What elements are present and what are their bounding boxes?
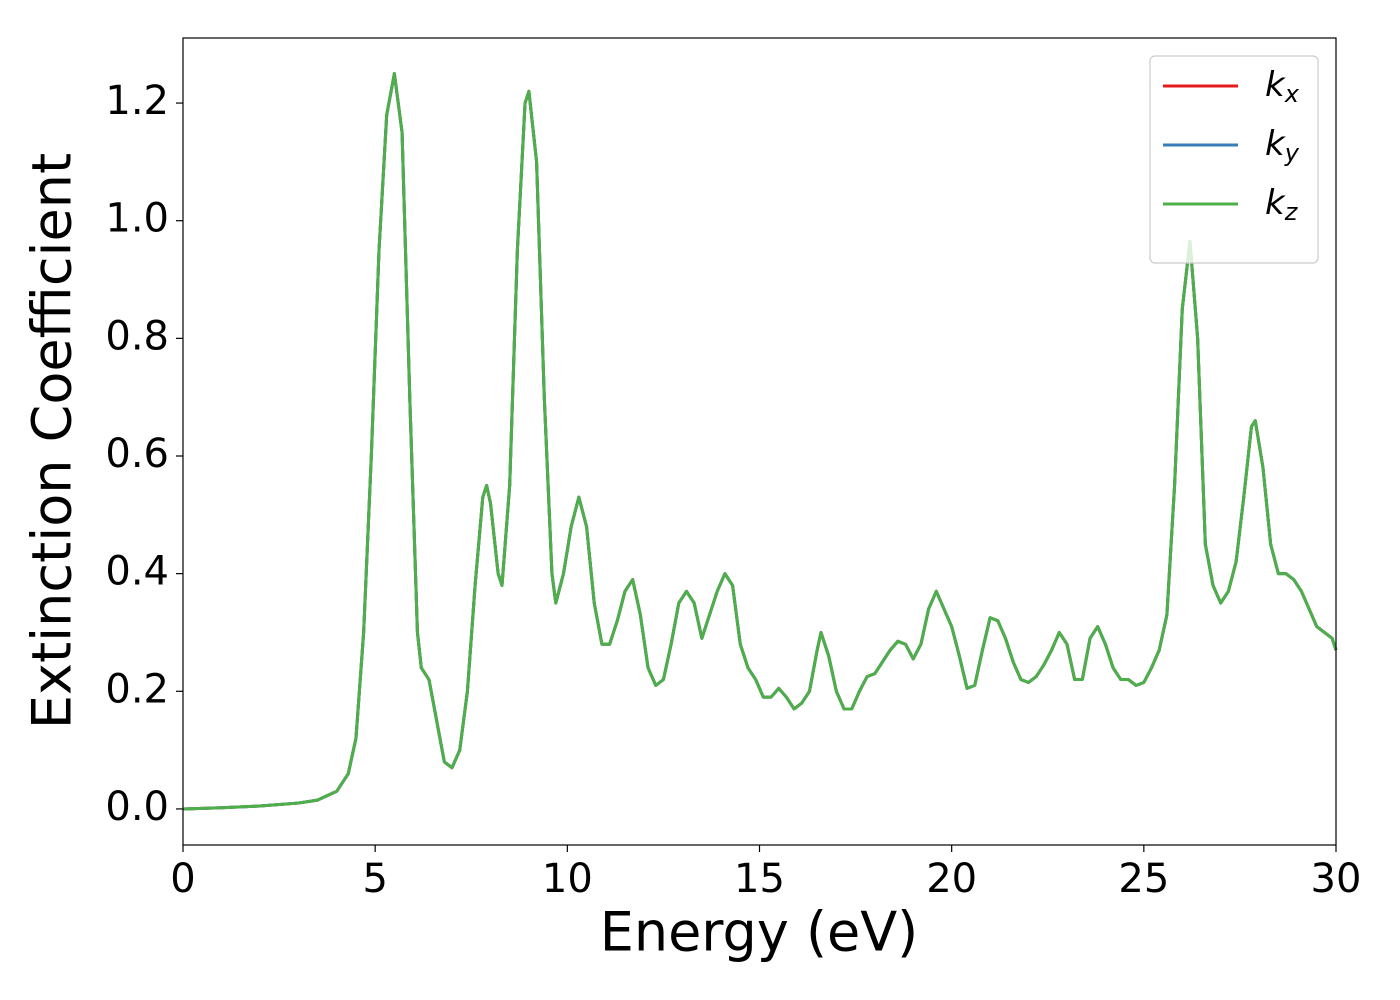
x-axis-label: Energy (eV)	[600, 901, 919, 964]
x-tick-label: 25	[1118, 856, 1169, 902]
y-tick-label: 0.0	[105, 784, 169, 830]
y-tick-label: 0.8	[105, 313, 169, 359]
x-tick-label: 20	[926, 856, 977, 902]
y-tick-label: 0.4	[105, 549, 169, 595]
plot-frame	[182, 37, 1337, 846]
y-tick-label: 0.6	[105, 431, 169, 477]
y-tick-label: 0.2	[105, 666, 169, 712]
legend-label: kz	[1265, 183, 1299, 227]
x-tick-label: 15	[734, 856, 785, 902]
x-tick-label: 10	[542, 856, 593, 902]
series-line	[182, 72, 1338, 811]
legend-box	[1149, 55, 1319, 264]
x-tick-label: 30	[1311, 856, 1362, 902]
legend-label: ky	[1265, 124, 1300, 168]
y-tick-label: 1.0	[105, 196, 169, 242]
legend-label: kx	[1265, 65, 1300, 109]
y-tick-label: 1.2	[105, 78, 169, 124]
x-tick-label: 5	[362, 856, 387, 902]
y-axis-label: Extinction Coefficient	[21, 153, 84, 729]
x-tick-label: 0	[170, 856, 195, 902]
